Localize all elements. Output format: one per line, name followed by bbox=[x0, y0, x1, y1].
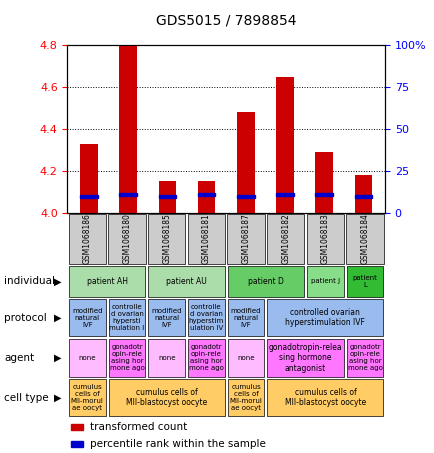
FancyBboxPatch shape bbox=[187, 299, 224, 336]
FancyBboxPatch shape bbox=[267, 380, 382, 415]
Bar bbox=[158, 182, 176, 213]
Bar bbox=[276, 77, 293, 213]
Bar bbox=[80, 144, 98, 213]
Bar bbox=[237, 195, 254, 198]
Bar bbox=[237, 112, 254, 213]
Text: GSM1068182: GSM1068182 bbox=[281, 213, 289, 265]
Text: cumulus
cells of
MII-morul
ae oocyt: cumulus cells of MII-morul ae oocyt bbox=[71, 384, 103, 411]
Text: patient AU: patient AU bbox=[166, 277, 207, 286]
Text: controlle
d ovarian
hyperstim
ulation IV: controlle d ovarian hyperstim ulation IV bbox=[188, 304, 224, 331]
Bar bbox=[315, 193, 332, 196]
Text: controlled ovarian
hyperstimulation IVF: controlled ovarian hyperstimulation IVF bbox=[285, 308, 365, 327]
Text: percentile rank within the sample: percentile rank within the sample bbox=[89, 439, 265, 448]
FancyBboxPatch shape bbox=[108, 214, 145, 264]
FancyBboxPatch shape bbox=[227, 266, 303, 297]
Text: GDS5015 / 7898854: GDS5015 / 7898854 bbox=[156, 13, 296, 27]
Bar bbox=[197, 182, 215, 213]
Text: controlle
d ovarian
hypersti
mulation I: controlle d ovarian hypersti mulation I bbox=[109, 304, 144, 331]
FancyBboxPatch shape bbox=[69, 214, 106, 264]
Text: none: none bbox=[237, 355, 254, 361]
Bar bbox=[354, 175, 372, 213]
Bar bbox=[70, 440, 83, 447]
Text: gonadotr
opin-rele
asing hor
mone ago: gonadotr opin-rele asing hor mone ago bbox=[109, 344, 144, 371]
Text: cumulus
cells of
MII-morul
ae oocyt: cumulus cells of MII-morul ae oocyt bbox=[229, 384, 262, 411]
Text: modified
natural
IVF: modified natural IVF bbox=[151, 308, 181, 328]
FancyBboxPatch shape bbox=[69, 380, 105, 415]
FancyBboxPatch shape bbox=[148, 299, 184, 336]
Bar bbox=[119, 41, 137, 213]
FancyBboxPatch shape bbox=[187, 339, 224, 377]
Text: gonadotropin-relea
sing hormone
antagonist: gonadotropin-relea sing hormone antagoni… bbox=[268, 343, 342, 373]
Text: cumulus cells of
MII-blastocyst oocyte: cumulus cells of MII-blastocyst oocyte bbox=[284, 388, 365, 407]
Text: individual: individual bbox=[4, 276, 55, 286]
FancyBboxPatch shape bbox=[227, 339, 264, 377]
Text: patient J: patient J bbox=[310, 278, 339, 284]
Text: patient AH: patient AH bbox=[86, 277, 127, 286]
Bar bbox=[119, 193, 137, 196]
FancyBboxPatch shape bbox=[108, 380, 224, 415]
Text: GSM1068185: GSM1068185 bbox=[162, 213, 171, 265]
FancyBboxPatch shape bbox=[108, 339, 145, 377]
Text: GSM1068181: GSM1068181 bbox=[201, 213, 210, 265]
Bar bbox=[354, 195, 372, 198]
Bar bbox=[276, 193, 293, 196]
FancyBboxPatch shape bbox=[267, 299, 382, 336]
Text: modified
natural
IVF: modified natural IVF bbox=[230, 308, 261, 328]
FancyBboxPatch shape bbox=[148, 266, 224, 297]
Text: gonadotr
opin-rele
asing hor
mone ago: gonadotr opin-rele asing hor mone ago bbox=[188, 344, 223, 371]
FancyBboxPatch shape bbox=[69, 266, 145, 297]
Text: GSM1068187: GSM1068187 bbox=[241, 213, 250, 265]
FancyBboxPatch shape bbox=[108, 299, 145, 336]
FancyBboxPatch shape bbox=[267, 339, 343, 377]
Text: patient
L: patient L bbox=[352, 275, 377, 288]
Bar bbox=[70, 424, 83, 429]
Text: GSM1068183: GSM1068183 bbox=[320, 213, 329, 265]
Bar bbox=[197, 193, 215, 196]
Text: cell type: cell type bbox=[4, 392, 49, 403]
FancyBboxPatch shape bbox=[345, 214, 383, 264]
Bar bbox=[158, 195, 176, 198]
Text: gonadotr
opin-rele
asing hor
mone ago: gonadotr opin-rele asing hor mone ago bbox=[347, 344, 381, 371]
FancyBboxPatch shape bbox=[306, 214, 343, 264]
FancyBboxPatch shape bbox=[346, 339, 382, 377]
FancyBboxPatch shape bbox=[187, 214, 224, 264]
Bar bbox=[315, 152, 332, 213]
Text: ▶: ▶ bbox=[54, 313, 62, 323]
FancyBboxPatch shape bbox=[306, 266, 343, 297]
Text: protocol: protocol bbox=[4, 313, 47, 323]
Text: GSM1068186: GSM1068186 bbox=[82, 213, 92, 265]
FancyBboxPatch shape bbox=[69, 299, 105, 336]
Text: cumulus cells of
MII-blastocyst oocyte: cumulus cells of MII-blastocyst oocyte bbox=[126, 388, 207, 407]
Text: transformed count: transformed count bbox=[89, 422, 187, 432]
Text: ▶: ▶ bbox=[54, 276, 62, 286]
Text: none: none bbox=[79, 355, 96, 361]
Text: GSM1068184: GSM1068184 bbox=[360, 213, 369, 265]
Bar bbox=[80, 195, 98, 198]
FancyBboxPatch shape bbox=[266, 214, 304, 264]
FancyBboxPatch shape bbox=[227, 299, 264, 336]
FancyBboxPatch shape bbox=[148, 214, 185, 264]
Text: modified
natural
IVF: modified natural IVF bbox=[72, 308, 102, 328]
FancyBboxPatch shape bbox=[227, 214, 264, 264]
Text: patient D: patient D bbox=[247, 277, 283, 286]
Text: none: none bbox=[158, 355, 175, 361]
Text: ▶: ▶ bbox=[54, 392, 62, 403]
Text: GSM1068180: GSM1068180 bbox=[122, 213, 131, 265]
FancyBboxPatch shape bbox=[148, 339, 184, 377]
FancyBboxPatch shape bbox=[227, 380, 264, 415]
Text: agent: agent bbox=[4, 353, 34, 363]
FancyBboxPatch shape bbox=[346, 266, 382, 297]
Text: ▶: ▶ bbox=[54, 353, 62, 363]
FancyBboxPatch shape bbox=[69, 339, 105, 377]
